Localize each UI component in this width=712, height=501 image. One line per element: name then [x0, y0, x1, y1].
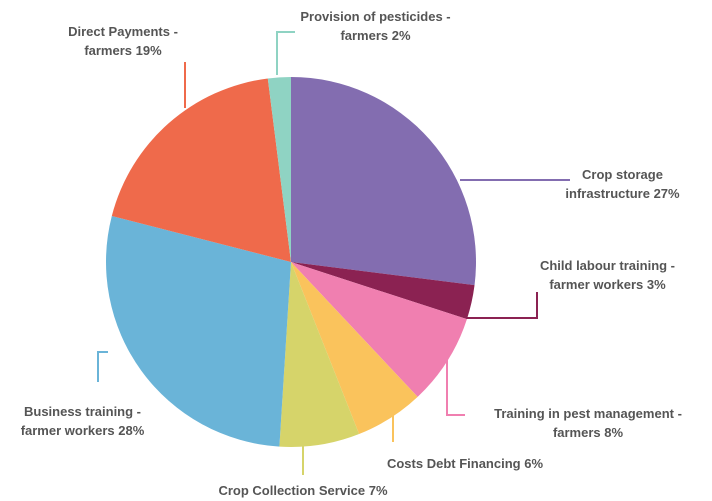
value-label: 2%	[391, 28, 411, 43]
value-label: 27%	[653, 186, 680, 201]
pie-slice	[267, 77, 291, 262]
category-label: Direct Payments - farmers	[68, 24, 178, 58]
pie-slice	[279, 262, 360, 447]
slice-label: Direct Payments - farmers 19%	[50, 22, 196, 60]
slice-label: Crop storage infrastructure 27%	[545, 165, 700, 203]
value-label: 19%	[135, 43, 162, 58]
slice-label: Costs Debt Financing 6%	[355, 454, 575, 473]
pie-slice	[291, 77, 476, 286]
slice-label: Business training - farmer workers 28%	[10, 402, 155, 440]
category-label: Child labour training - farmer workers	[539, 258, 676, 292]
category-label: Provision of pesticides - farmers	[300, 9, 451, 43]
leader-line	[276, 31, 295, 75]
category-label: Crop storage infrastructure	[565, 167, 663, 201]
pie-slice	[291, 262, 475, 320]
leader-line	[446, 345, 465, 416]
pie-slice	[291, 262, 418, 435]
pie-slice	[291, 262, 467, 397]
slice-label: Child labour training - farmer workers 3…	[520, 256, 695, 294]
value-label: 7%	[368, 483, 388, 498]
leader-line	[97, 351, 108, 382]
slice-label: Provision of pesticides - farmers 2%	[288, 7, 463, 45]
leader-line	[466, 292, 538, 319]
value-label: 28%	[118, 423, 145, 438]
slice-label: Training in pest management - farmers 8%	[470, 404, 706, 442]
slice-label: Crop Collection Service 7%	[170, 481, 436, 500]
pie-slice	[105, 215, 291, 447]
category-label: Crop Collection Service	[218, 483, 366, 498]
category-label: Costs Debt Financing	[386, 456, 521, 471]
pie-slice	[111, 78, 291, 263]
value-label: 3%	[646, 277, 666, 292]
category-label: Business training - farmer workers	[20, 404, 142, 438]
category-label: Training in pest management - farmers	[494, 406, 682, 440]
value-label: 6%	[524, 456, 544, 471]
value-label: 8%	[604, 425, 624, 440]
